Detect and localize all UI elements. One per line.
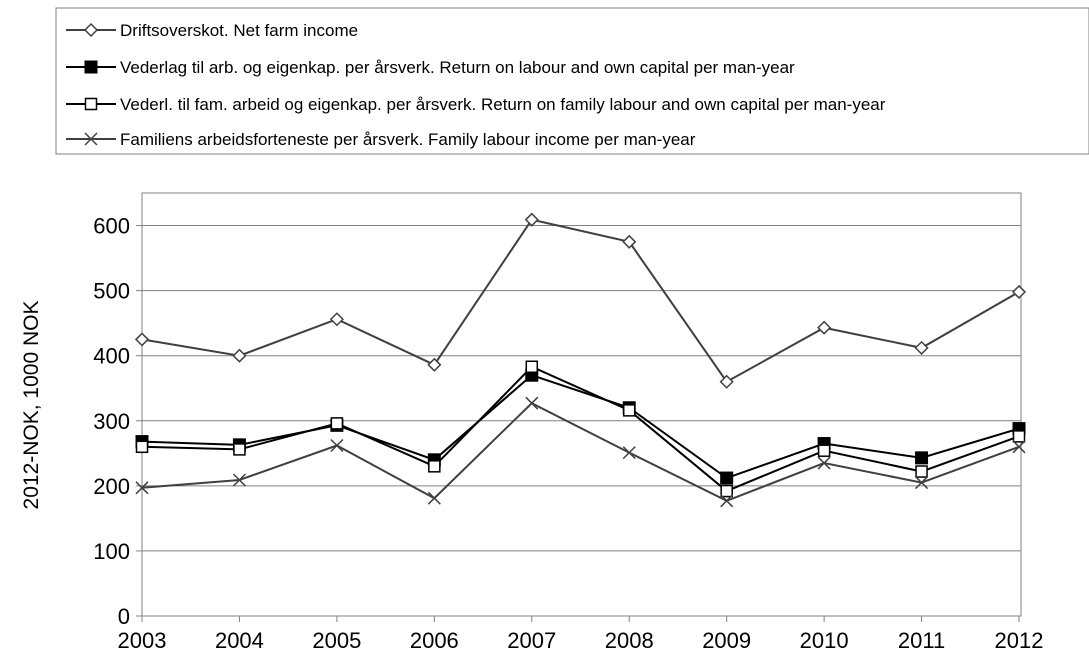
- data-point: [428, 460, 441, 473]
- data-point: [817, 456, 831, 470]
- data-point: [1011, 284, 1027, 299]
- data-point: [525, 360, 539, 374]
- x-tick-label: 2003: [118, 628, 167, 653]
- y-tick-label: 0: [118, 604, 130, 629]
- data-point: [719, 374, 734, 389]
- x-tick-label: 2009: [702, 628, 751, 653]
- data-point: [135, 440, 149, 454]
- data-point: [232, 348, 247, 363]
- gridlines: [142, 225, 1021, 552]
- data-point: [914, 340, 929, 355]
- series-3: [135, 360, 1026, 498]
- data-point: [135, 481, 149, 495]
- data-point: [330, 438, 344, 453]
- series-line: [141, 401, 1020, 502]
- data-point: [1012, 430, 1026, 443]
- x-tick-label: 2012: [995, 628, 1044, 653]
- y-tick-label: 200: [93, 474, 130, 499]
- plot-area: 0 100 200 300 400 500 600 2003 2004 2005 2006 2007 2…: [93, 192, 1043, 653]
- axes: 0 100 200 300 400 500 600 2003 2004 2005 2006 2007 2…: [93, 214, 1043, 653]
- x-tick-label: 2008: [605, 628, 654, 653]
- series-line: [141, 374, 1020, 480]
- legend-entry: Vederlag til arb. og eigenkap. per årsve…: [66, 58, 795, 77]
- data-point: [134, 332, 150, 347]
- data-point: [915, 451, 929, 465]
- y-tick-label: 300: [93, 409, 130, 434]
- legend-label: Vederlag til arb. og eigenkap. per årsve…: [120, 58, 795, 77]
- data-point: [915, 476, 929, 490]
- data-point: [233, 443, 246, 456]
- data-point: [83, 22, 99, 38]
- data-point: [622, 404, 636, 417]
- y-axis-label: 2012-NOK, 1000 NOK: [20, 301, 43, 510]
- legend-entry: Familiens arbeidsforteneste per årsverk.…: [66, 130, 696, 149]
- data-point: [84, 60, 98, 74]
- data-point: [720, 471, 734, 485]
- data-point: [329, 312, 344, 327]
- series-2: [135, 368, 1026, 485]
- y-tick-label: 100: [93, 539, 130, 564]
- legend-label: Driftsoverskot. Net farm income: [120, 21, 358, 40]
- series-1: [134, 212, 1027, 389]
- legend: Driftsoverskot. Net farm income Vederlag …: [66, 21, 886, 149]
- data-point: [720, 484, 733, 498]
- data-point: [84, 97, 98, 111]
- data-point: [525, 396, 539, 410]
- x-tick-label: 2011: [898, 628, 945, 653]
- data-point: [622, 234, 637, 249]
- y-tick-label: 600: [93, 214, 130, 239]
- data-point: [817, 320, 832, 335]
- y-tick-label: 500: [93, 279, 130, 304]
- series-line: [141, 365, 1020, 493]
- legend-label: Familiens arbeidsforteneste per årsverk.…: [120, 130, 696, 149]
- x-tick-label: 2007: [507, 628, 556, 653]
- data-point: [915, 465, 928, 478]
- data-point: [720, 494, 734, 508]
- x-tick-label: 2006: [410, 628, 459, 653]
- data-point: [427, 491, 441, 505]
- series-4: [135, 396, 1026, 508]
- legend-label: Vederl. til fam. arbeid og eigenkap. per…: [120, 95, 886, 114]
- x-tick-label: 2005: [312, 628, 361, 653]
- data-point: [232, 473, 246, 487]
- data-point: [524, 212, 539, 227]
- y-tick-label: 400: [93, 344, 130, 369]
- x-tick-label: 2010: [800, 628, 849, 653]
- data-point: [817, 444, 831, 457]
- data-point: [330, 417, 344, 430]
- legend-box: [55, 7, 1089, 155]
- series-line: [141, 218, 1020, 384]
- x-tick-label: 2004: [215, 628, 264, 653]
- legend-entry: Driftsoverskot. Net farm income: [66, 21, 358, 40]
- data-point: [622, 446, 636, 460]
- data-point: [427, 357, 442, 372]
- plot-frame: [141, 192, 1022, 617]
- data-point: [1012, 440, 1026, 454]
- legend-entry: Vederl. til fam. arbeid og eigenkap. per…: [66, 95, 886, 114]
- data-point: [84, 132, 98, 146]
- series-layer: [134, 212, 1027, 508]
